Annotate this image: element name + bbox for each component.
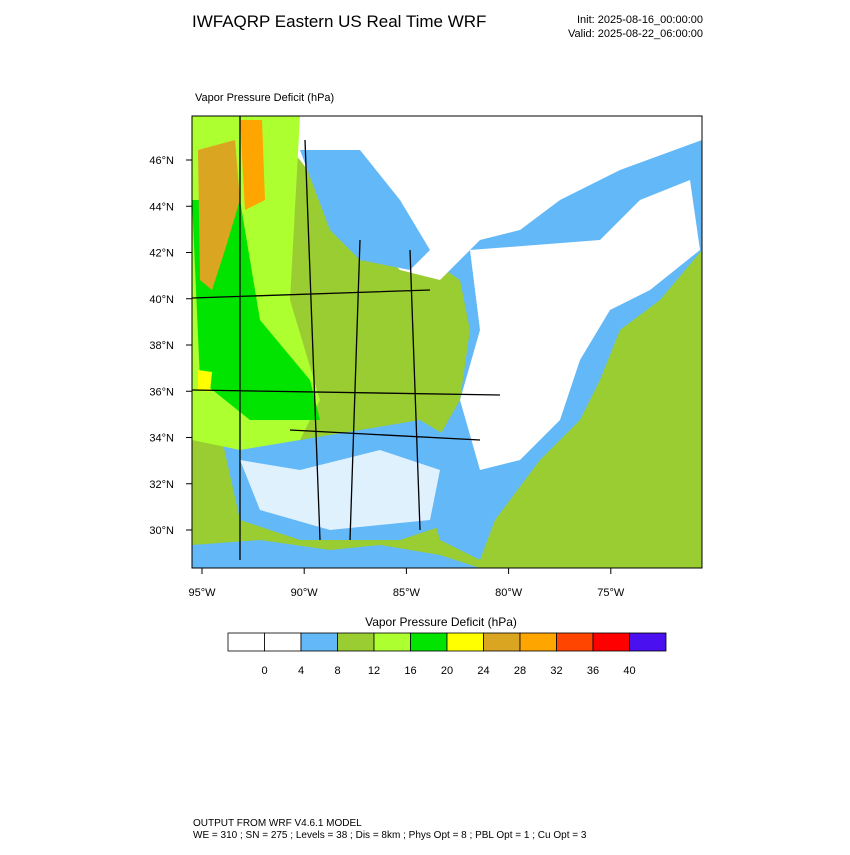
colorbar-box [300, 632, 338, 652]
lat-label: 40°N [149, 294, 174, 306]
valid-time: Valid: 2025-08-22_06:00:00 [568, 28, 703, 40]
lon-label: 95°W [188, 587, 216, 599]
lat-label: 42°N [149, 248, 174, 260]
lon-label: 90°W [291, 587, 319, 599]
colorbar-title: Vapor Pressure Deficit (hPa) [365, 615, 517, 629]
colorbar-label: 24 [477, 665, 489, 677]
map-region [460, 180, 700, 470]
colorbar-box [519, 632, 557, 652]
lon-label: 80°W [495, 587, 523, 599]
map-region [198, 370, 212, 392]
colorbar-box [410, 632, 448, 652]
colorbar-box [556, 632, 594, 652]
lat-label: 44°N [149, 201, 174, 213]
title: IWFAQRP Eastern US Real Time WRF [192, 12, 486, 31]
map-region [198, 140, 240, 290]
colorbar-box [337, 632, 375, 652]
colorbar-label: 16 [404, 665, 416, 677]
map-label: Vapor Pressure Deficit (hPa) [195, 92, 334, 104]
map-frame [191, 115, 703, 569]
colorbar-label: 4 [298, 665, 304, 677]
lat-label: 46°N [149, 155, 174, 167]
map-region [240, 120, 265, 210]
colorbar-box [629, 632, 667, 652]
footer-line: WE = 310 ; SN = 275 ; Levels = 38 ; Dis … [193, 830, 587, 841]
lon-label: 75°W [597, 587, 625, 599]
colorbar-label: 0 [261, 665, 267, 677]
colorbar-box [592, 632, 630, 652]
colorbar-box [373, 632, 411, 652]
footer-line: OUTPUT FROM WRF V4.6.1 MODEL [193, 818, 362, 829]
lon-label: 85°W [393, 587, 421, 599]
colorbar-label: 40 [623, 665, 635, 677]
lat-label: 30°N [149, 525, 174, 537]
map-region [300, 150, 430, 270]
lat-label: 32°N [149, 479, 174, 491]
colorbar-label: 36 [587, 665, 599, 677]
colorbar-box [227, 632, 265, 652]
lat-label: 38°N [149, 340, 174, 352]
map [191, 115, 703, 569]
state-borders [192, 116, 501, 560]
colorbar-label: 28 [514, 665, 526, 677]
colorbar-label: 32 [550, 665, 562, 677]
colorbar-label: 8 [334, 665, 340, 677]
colorbar: Vapor Pressure Deficit (hPa) 0 4 8 12 16 20 24… [227, 615, 667, 677]
colorbar-box [483, 632, 521, 652]
lat-label: 36°N [149, 386, 174, 398]
init-time: Init: 2025-08-16_00:00:00 [577, 14, 703, 26]
gulf-region [192, 540, 480, 568]
map-region [192, 200, 320, 420]
colorbar-label: 20 [441, 665, 453, 677]
colorbar-box [264, 632, 302, 652]
colorbar-label: 12 [368, 665, 380, 677]
colorbar-box [446, 632, 484, 652]
lat-label: 34°N [149, 433, 174, 445]
map-region [240, 450, 440, 530]
